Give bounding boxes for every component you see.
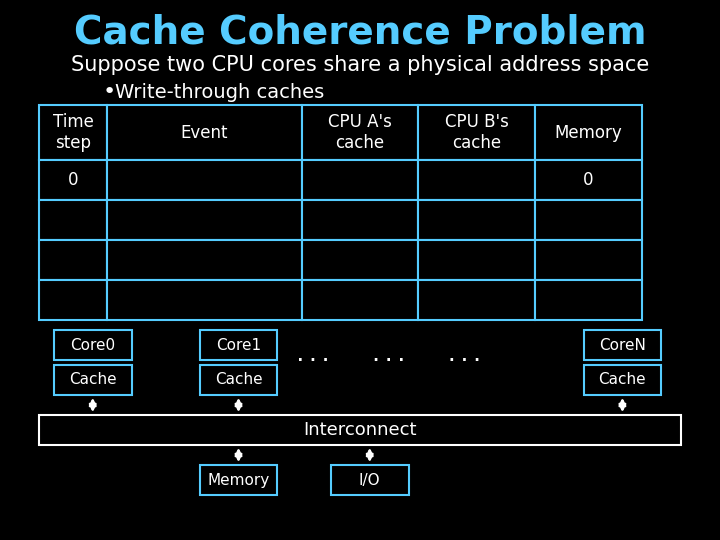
Bar <box>535 160 642 200</box>
Bar <box>40 280 107 320</box>
Bar <box>302 280 418 320</box>
Bar <box>535 105 642 160</box>
Text: Write-through caches: Write-through caches <box>115 83 324 102</box>
Bar <box>199 465 277 495</box>
Text: CPU B's
cache: CPU B's cache <box>445 113 508 152</box>
Bar <box>302 160 418 200</box>
FancyBboxPatch shape <box>199 365 277 395</box>
Text: Time
step: Time step <box>53 113 94 152</box>
Text: Cache: Cache <box>598 373 647 388</box>
Text: Memory: Memory <box>554 124 622 141</box>
Text: Interconnect: Interconnect <box>303 421 417 439</box>
Text: Cache Coherence Problem: Cache Coherence Problem <box>73 13 647 51</box>
Bar <box>107 240 302 280</box>
Bar <box>302 105 418 160</box>
Text: Core1: Core1 <box>216 338 261 353</box>
Text: 0: 0 <box>68 171 78 189</box>
Bar <box>418 240 535 280</box>
Bar <box>535 200 642 240</box>
Text: ...   ...   ...: ... ... ... <box>294 345 484 365</box>
Text: CoreN: CoreN <box>599 338 646 353</box>
FancyBboxPatch shape <box>583 365 661 395</box>
Text: 0: 0 <box>583 171 594 189</box>
Text: Event: Event <box>181 124 228 141</box>
Bar <box>40 240 107 280</box>
Bar <box>40 105 107 160</box>
Bar <box>40 415 680 445</box>
FancyBboxPatch shape <box>199 330 277 360</box>
FancyBboxPatch shape <box>583 330 661 360</box>
Text: Cache: Cache <box>69 373 117 388</box>
Bar <box>418 105 535 160</box>
Text: I/O: I/O <box>359 472 381 488</box>
Bar <box>302 240 418 280</box>
Bar <box>418 160 535 200</box>
Text: Cache: Cache <box>215 373 262 388</box>
Bar <box>535 280 642 320</box>
Bar <box>107 160 302 200</box>
Bar <box>331 465 408 495</box>
Text: Core0: Core0 <box>70 338 115 353</box>
Text: Suppose two CPU cores share a physical address space: Suppose two CPU cores share a physical a… <box>71 55 649 75</box>
Text: Memory: Memory <box>207 472 270 488</box>
Bar <box>418 280 535 320</box>
Bar <box>418 200 535 240</box>
Text: •: • <box>102 82 116 102</box>
Bar <box>302 200 418 240</box>
Bar <box>40 200 107 240</box>
FancyBboxPatch shape <box>54 330 132 360</box>
Bar <box>535 240 642 280</box>
Bar <box>40 160 107 200</box>
Text: CPU A's
cache: CPU A's cache <box>328 113 392 152</box>
Bar <box>107 105 302 160</box>
FancyBboxPatch shape <box>54 365 132 395</box>
Bar <box>107 200 302 240</box>
Bar <box>107 280 302 320</box>
